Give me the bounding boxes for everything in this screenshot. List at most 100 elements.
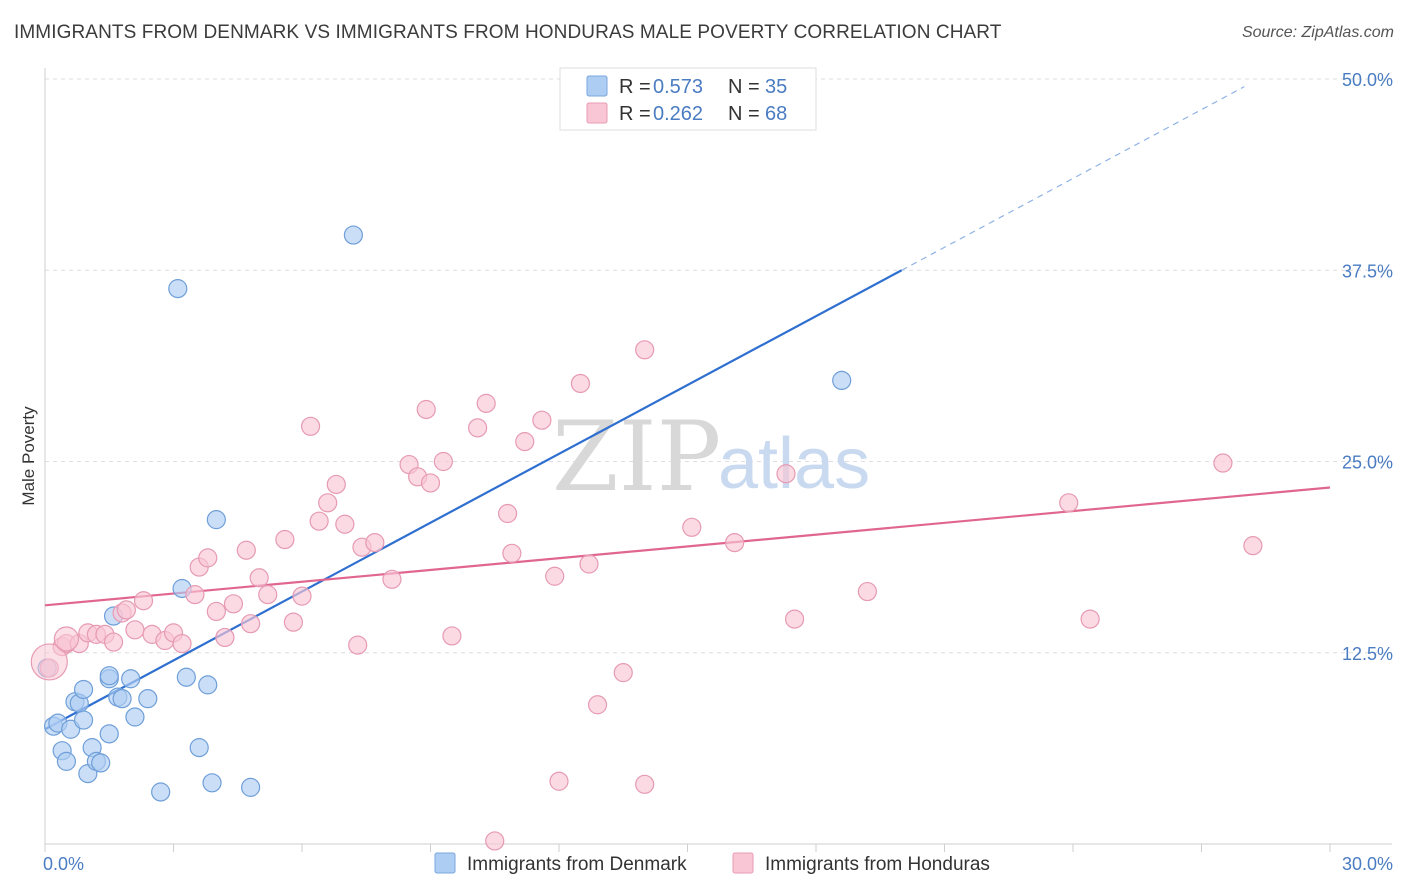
legend-r-value: 0.262 bbox=[653, 103, 703, 125]
watermark-zip: ZIP bbox=[552, 401, 721, 513]
data-point bbox=[309, 511, 329, 531]
legend-row-denmark: R = 0.573 N = 35 bbox=[586, 75, 787, 98]
data-point bbox=[532, 410, 552, 430]
legend-n-value: 35 bbox=[765, 76, 787, 98]
y-tick-label: 25.0% bbox=[1342, 453, 1393, 473]
legend: R = 0.573 N = 35 R = 0.262 N = 68 bbox=[559, 67, 817, 131]
data-point bbox=[91, 753, 111, 773]
data-point bbox=[223, 594, 244, 614]
data-point bbox=[116, 600, 136, 620]
data-point bbox=[73, 710, 94, 730]
data-point bbox=[784, 609, 805, 629]
data-point bbox=[635, 774, 655, 794]
data-point bbox=[682, 517, 702, 537]
data-point bbox=[776, 464, 796, 484]
legend-r-value: 0.573 bbox=[653, 76, 703, 98]
data-point bbox=[249, 568, 269, 588]
data-point bbox=[121, 669, 141, 689]
data-point bbox=[300, 416, 321, 436]
data-point bbox=[241, 777, 261, 797]
data-point bbox=[206, 510, 226, 530]
data-point bbox=[202, 773, 222, 793]
grid-lines bbox=[45, 78, 1392, 654]
data-point-cluster bbox=[30, 643, 68, 681]
y-tick-label: 12.5% bbox=[1342, 644, 1393, 664]
data-point bbox=[1080, 609, 1100, 629]
data-point bbox=[549, 771, 569, 791]
data-point bbox=[133, 591, 154, 611]
data-point bbox=[832, 370, 852, 391]
y-tick-labels: 12.5% 25.0% 37.5% 50.0% bbox=[1342, 70, 1393, 664]
data-point bbox=[215, 627, 235, 648]
data-point bbox=[416, 399, 436, 420]
data-point bbox=[442, 626, 462, 646]
data-point bbox=[515, 432, 535, 452]
bottom-legend-swatch-honduras bbox=[732, 852, 754, 874]
series-denmark bbox=[37, 225, 852, 802]
data-point bbox=[292, 586, 312, 606]
x-tick-label: 30.0% bbox=[1342, 854, 1393, 874]
data-point bbox=[1213, 453, 1233, 473]
trend-line-denmark bbox=[44, 269, 903, 731]
bottom-legend-label-denmark: Immigrants from Denmark bbox=[467, 854, 687, 875]
data-point bbox=[579, 554, 599, 574]
source-label: Source: ZipAtlas.com bbox=[1241, 24, 1394, 41]
legend-swatch-honduras bbox=[586, 102, 608, 124]
data-point bbox=[241, 614, 261, 634]
data-point bbox=[99, 666, 119, 686]
data-point bbox=[56, 751, 77, 771]
data-point bbox=[335, 514, 355, 534]
data-point bbox=[198, 675, 218, 695]
data-point bbox=[420, 473, 441, 493]
data-point bbox=[103, 632, 124, 652]
bottom-legend: Immigrants from Denmark Immigrants from … bbox=[434, 852, 990, 875]
data-point bbox=[326, 474, 346, 495]
legend-swatch-denmark bbox=[586, 75, 608, 97]
data-point bbox=[635, 340, 655, 360]
series-honduras bbox=[39, 340, 1263, 851]
data-point bbox=[176, 667, 196, 687]
data-point bbox=[433, 451, 453, 472]
data-point bbox=[125, 707, 145, 727]
data-point bbox=[348, 635, 368, 655]
data-point bbox=[151, 782, 171, 802]
trend-line-denmark-extension bbox=[901, 86, 1245, 271]
watermark: ZIP atlas bbox=[552, 401, 870, 513]
data-point bbox=[1243, 536, 1263, 556]
data-point-cluster bbox=[53, 626, 80, 652]
data-point bbox=[587, 695, 608, 715]
data-point bbox=[613, 663, 633, 683]
data-point bbox=[258, 585, 278, 605]
data-point bbox=[725, 532, 745, 553]
data-point bbox=[198, 548, 218, 568]
legend-n-label: N = bbox=[728, 103, 760, 125]
data-points bbox=[30, 225, 1263, 851]
legend-r-label: R = bbox=[619, 103, 651, 125]
data-point bbox=[236, 540, 256, 560]
legend-n-label: N = bbox=[728, 76, 760, 98]
y-tick-label: 37.5% bbox=[1342, 261, 1393, 281]
data-point bbox=[112, 689, 132, 709]
data-point bbox=[318, 493, 338, 513]
data-point bbox=[125, 620, 145, 640]
data-point bbox=[343, 225, 363, 245]
bottom-legend-label-honduras: Immigrants from Honduras bbox=[765, 854, 990, 875]
data-point bbox=[502, 543, 522, 563]
data-point bbox=[189, 738, 209, 758]
data-point bbox=[185, 585, 205, 605]
data-point bbox=[1059, 493, 1079, 513]
axes bbox=[44, 68, 1392, 852]
data-point bbox=[138, 689, 158, 709]
y-axis-title: Male Poverty bbox=[19, 406, 38, 506]
data-point bbox=[206, 601, 226, 622]
data-point bbox=[570, 373, 591, 394]
data-point bbox=[73, 679, 94, 700]
y-tick-label: 50.0% bbox=[1342, 70, 1393, 90]
data-point bbox=[545, 566, 565, 586]
data-point bbox=[168, 279, 188, 299]
data-point bbox=[468, 418, 488, 438]
chart-title: IMMIGRANTS FROM DENMARK VS IMMIGRANTS FR… bbox=[14, 22, 1002, 43]
data-point bbox=[99, 724, 119, 744]
data-point bbox=[476, 393, 496, 413]
data-point bbox=[857, 581, 878, 602]
